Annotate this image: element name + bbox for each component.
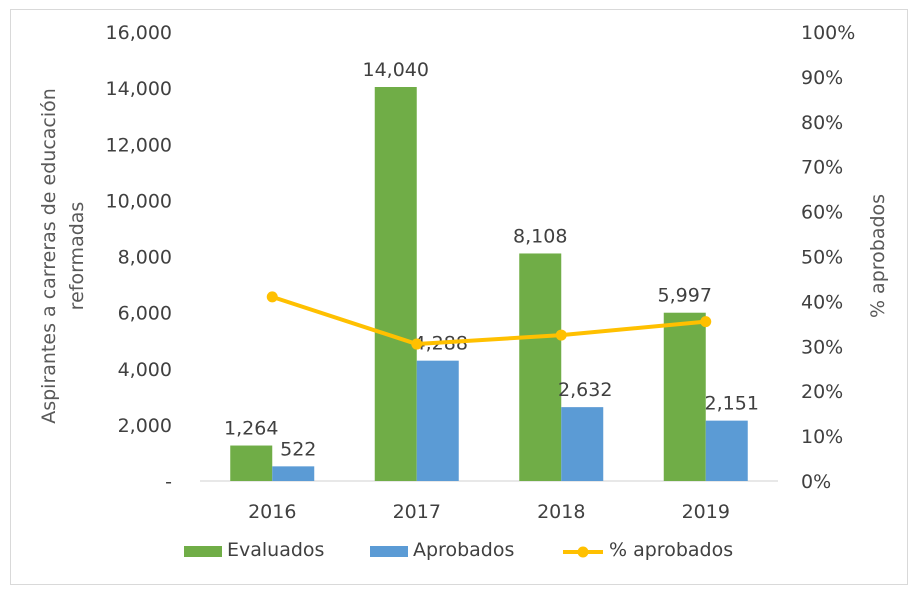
x-tick-label: 2019 [682,501,730,523]
bar-data-label: 1,264 [224,418,278,440]
left-tick-label: 8,000 [118,247,172,269]
bar-data-label: 522 [280,438,316,460]
x-tick-label: 2016 [248,501,296,523]
x-axis-ticks: 2016 2017 2018 2019 [248,501,730,523]
left-axis-ticks: - 2,000 4,000 6,000 8,000 10,000 12,000 14,000 1… [106,22,172,493]
right-tick-label: 10% [801,426,843,448]
right-tick-label: 0% [801,471,831,493]
left-tick-label: 10,000 [106,190,172,212]
bar [272,466,315,481]
line-series [266,291,712,350]
bar-data-label: 8,108 [513,225,567,247]
combo-chart: Aspirantes a carreras de educación refor… [38,22,889,561]
right-axis-ticks: 0% 10% 20% 30% 40% 50% 60% 70% 80% 90% 100% [801,22,855,493]
left-axis-title: Aspirantes a carreras de educación refor… [38,88,88,424]
x-tick-label: 2018 [537,501,585,523]
left-tick-label: - [165,471,172,493]
bar-data-label: 2,632 [558,379,612,401]
right-tick-label: 80% [801,112,843,134]
legend-swatch-aprobados [370,546,408,557]
line-path [270,294,708,347]
bar-series [230,87,748,481]
bar-data-label: 5,997 [658,285,712,307]
left-tick-label: 4,000 [118,359,172,381]
bar [705,420,748,481]
line-point [411,338,423,350]
left-tick-label: 2,000 [118,415,172,437]
legend-label-evaluados: Evaluados [227,539,324,561]
right-axis-title: % aprobados [867,194,889,318]
right-tick-label: 100% [801,22,855,44]
right-tick-label: 50% [801,247,843,269]
bar-data-label: 14,040 [363,59,429,81]
right-tick-label: 40% [801,291,843,313]
line-point [555,329,567,341]
left-axis-title-line-1: Aspirantes a carreras de educación [38,88,60,424]
bar [663,312,706,481]
legend-label-pct-aprobados: % aprobados [609,539,733,561]
right-tick-label: 30% [801,336,843,358]
left-tick-label: 14,000 [106,78,172,100]
left-tick-label: 12,000 [106,134,172,156]
bar [416,360,459,481]
left-tick-label: 6,000 [118,303,172,325]
bar-data-label: 2,151 [705,393,759,415]
right-tick-label: 60% [801,202,843,224]
right-tick-label: 90% [801,67,843,89]
right-tick-label: 20% [801,381,843,403]
bar [374,87,417,481]
left-tick-label: 16,000 [106,22,172,44]
legend-swatch-evaluados [184,546,222,557]
line-point [700,316,712,328]
chart-container: Aspirantes a carreras de educación refor… [10,9,908,585]
left-axis-title-line-2: reformadas [66,202,88,311]
right-tick-label: 70% [801,157,843,179]
legend-swatch-pct-marker [577,546,589,558]
bar [561,407,604,481]
line-point [266,291,278,303]
legend-label-aprobados: Aprobados [413,539,514,561]
bar [230,445,273,481]
legend: Evaluados Aprobados % aprobados [184,539,733,561]
bar [519,253,562,481]
x-tick-label: 2017 [393,501,441,523]
